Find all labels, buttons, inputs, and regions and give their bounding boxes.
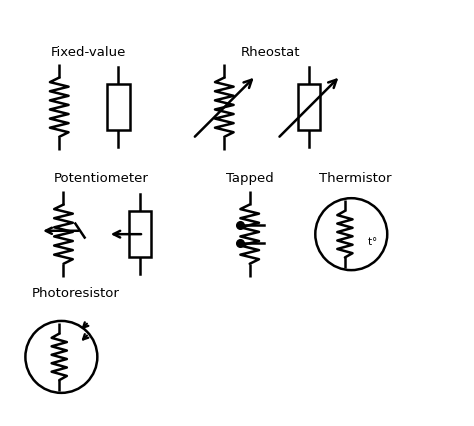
Bar [128,211,151,257]
Text: Potentiometer: Potentiometer [54,173,149,185]
Circle shape [26,321,97,393]
Text: Photoresistor: Photoresistor [32,287,119,300]
Text: Tapped: Tapped [226,173,273,185]
Text: t$\degree$: t$\degree$ [367,234,378,247]
Text: Fixed-value: Fixed-value [51,46,127,58]
Text: Thermistor: Thermistor [319,173,392,185]
Bar [108,84,129,130]
Bar [298,84,320,130]
Text: Rheostat: Rheostat [241,46,301,58]
Circle shape [315,198,387,270]
